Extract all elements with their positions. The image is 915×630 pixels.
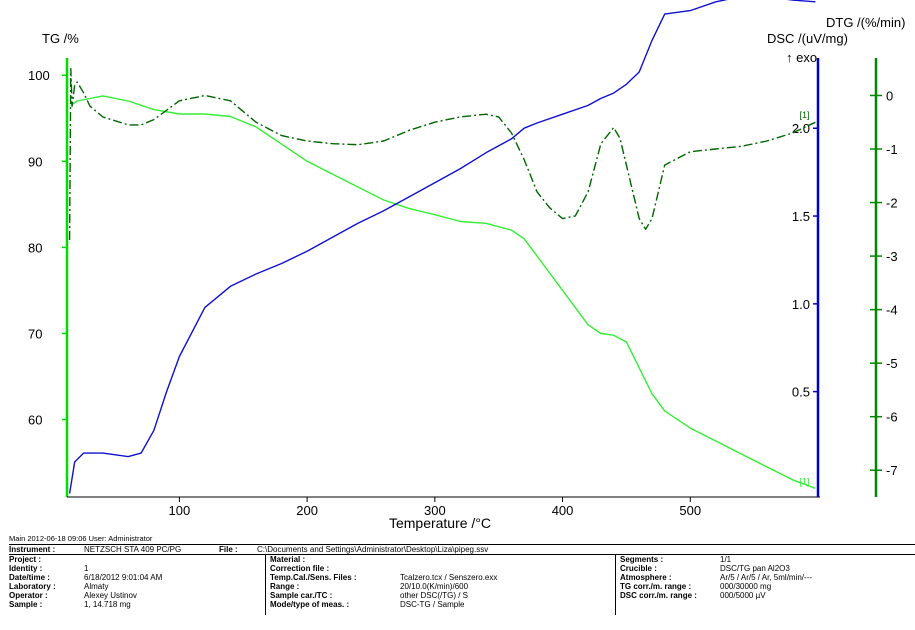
x-tick-label: 400 [552,503,574,518]
tg-tick-label: 100 [28,68,50,83]
meta-label: Date/time : [9,573,50,582]
file-value: C:\Documents and Settings\Administrator\… [257,545,489,554]
tg-curve-marker: [1] [799,476,809,486]
tg-axis-label: TG /% [42,31,79,46]
meta-row: Atmosphere : Ar/5 / Ar/5 / Ar, 5ml/min/--… [620,573,910,582]
dtg-tick-label: -6 [886,410,898,425]
meta-row: Material : [270,555,610,564]
meta-value: Almaty [84,582,109,591]
dsc-tick-label: 0.5 [792,385,810,400]
meta-value: DSC/TG pan Al2O3 [720,564,790,573]
tg-tick-label: 80 [28,240,42,255]
meta-label: Sample : [9,600,43,609]
dtg-tick-label: -2 [886,196,898,211]
meta-row: DSC corr./m. range : 000/5000 µV [620,591,910,600]
dsc-curve [68,0,816,494]
separator [615,555,616,615]
x-tick-label: 500 [679,503,701,518]
meta-value: Alexey Ustinov [84,591,137,600]
x-axis-label: Temperature /°C [389,515,491,531]
instrument-value: NETZSCH STA 409 PC/PG [84,545,182,554]
meta-label: TG corr./m. range : [620,582,692,591]
file-label: File : [219,545,238,554]
meta-row: Sample : 1, 14.718 mg [9,600,259,609]
dsc-tick-label: 1.5 [792,209,810,224]
meta-col-3: Segments :1/1 Crucible : DSC/TG pan Al2O3 A… [620,555,910,600]
dtg-tick-label: -5 [886,356,898,371]
meta-label: Project : [9,555,42,564]
meta-value: DSC-TG / Sample [400,600,465,609]
measurement-info: Main 2012-06-18 09:06 User: Administrato… [9,534,915,615]
dtg-tick-label: 0 [886,88,893,103]
instrument-label: Instrument : [9,545,56,554]
tg-tick-label: 90 [28,154,42,169]
meta-row: Correction file : [270,564,610,573]
dtg-tick-label: -7 [886,463,898,478]
tg-curve [70,95,816,490]
separator [265,555,266,615]
meta-value: Tcalzero.tcx / Senszero.exx [400,573,498,582]
meta-label: Sample car./TC : [270,591,333,600]
instrument-row: Instrument : NETZSCH STA 409 PC/PG File … [9,544,915,555]
dtg-curve [68,67,816,241]
x-tick-label: 100 [169,503,191,518]
dtg-tick-label: -4 [886,303,898,318]
meta-row: Crucible : DSC/TG pan Al2O3 [620,564,910,573]
thermal-analysis-chart: TG /% DSC /(uV/mg) ↑ exo DTG /(%/min) Te… [28,0,905,531]
meta-label: Segments : [620,555,664,564]
meta-label: Identity : [9,564,43,573]
x-tick-label: 300 [424,503,446,518]
meta-row: Segments : 1/1 [620,555,910,564]
meta-row: Project : [9,555,259,564]
dsc-axis-label: DSC /(uV/mg) [767,31,848,46]
meta-label: Operator : [9,591,48,600]
meta-value: other DSC(/TG) / S [400,591,469,600]
exo-label: ↑ exo [786,50,817,65]
meta-value: 1 [84,564,89,573]
dsc-tick-label: 2.0 [792,121,810,136]
meta-label: Atmosphere : [620,573,672,582]
dtg-axis-label: DTG /(%/min) [826,15,905,30]
meta-label: DSC corr./m. range : [620,591,697,600]
tg-tick-label: 60 [28,413,42,428]
meta-label: Material : [270,555,306,564]
meta-label: Mode/type of meas. : [270,600,350,609]
main-line: Main 2012-06-18 09:06 User: Administrato… [9,534,153,543]
x-tick-label: 200 [296,503,318,518]
meta-table: Project : Identity : 1 Date/time : 6/18/2012… [9,555,915,615]
meta-label: Range : [270,582,300,591]
dtg-tick-label: -1 [886,142,898,157]
meta-label: Laboratory : [9,582,56,591]
meta-value: 1, 14.718 mg [84,600,131,609]
meta-label: Crucible : [620,564,657,573]
meta-value: Ar/5 / Ar/5 / Ar, 5ml/min/--- [720,573,813,582]
meta-row: TG corr./m. range : 000/30000 mg [620,582,910,591]
dtg-tick-label: -3 [886,249,898,264]
meta-value: 1/1 [720,555,732,564]
meta-value: 6/18/2012 9:01:04 AM [84,573,163,582]
meta-row: Temp.Cal./Sens. Files : Tcalzero.tcx / Se… [270,573,610,582]
meta-col-1: Project : Identity : 1 Date/time : 6/18/2012… [9,555,259,609]
meta-row: Date/time : 6/18/2012 9:01:04 AM [9,573,259,582]
meta-row: Identity : 1 [9,564,259,573]
meta-label: Temp.Cal./Sens. Files : [270,573,357,582]
meta-value: 20/10.0(K/min)/600 [400,582,469,591]
meta-row: Laboratory : Almaty [9,582,259,591]
meta-col-2: Material : Correction file : Temp.Cal./Sen… [270,555,610,609]
meta-label: Correction file : [270,564,330,573]
tg-tick-label: 70 [28,326,42,341]
meta-row: Sample car./TC : other DSC(/TG) / S [270,591,610,600]
meta-row: Operator : Alexey Ustinov [9,591,259,600]
meta-row: Mode/type of meas. : DSC-TG / Sample [270,600,610,609]
meta-value: 000/30000 mg [720,582,772,591]
meta-row: Range : 20/10.0(K/min)/600 [270,582,610,591]
dsc-tick-label: 1.0 [792,297,810,312]
meta-value: 000/5000 µV [720,591,766,600]
dtg-curve-marker: [1] [799,110,809,120]
